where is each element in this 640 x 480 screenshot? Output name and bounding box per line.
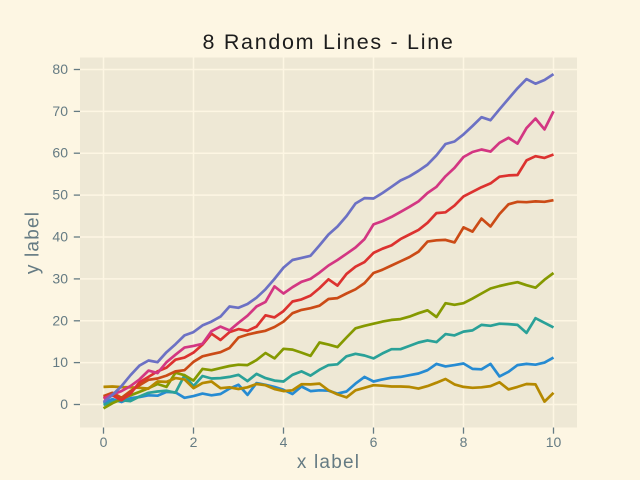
svg-text:40: 40: [52, 229, 68, 245]
svg-text:50: 50: [52, 187, 68, 203]
svg-text:20: 20: [52, 312, 68, 328]
svg-text:0: 0: [60, 396, 68, 412]
svg-text:10: 10: [52, 354, 68, 370]
svg-text:8 Random Lines - Line: 8 Random Lines - Line: [202, 30, 454, 54]
svg-text:30: 30: [52, 270, 68, 286]
svg-text:8: 8: [460, 434, 468, 450]
svg-text:60: 60: [52, 145, 68, 161]
svg-text:y label: y label: [23, 211, 44, 274]
svg-text:0: 0: [100, 434, 108, 450]
svg-text:4: 4: [280, 434, 288, 450]
svg-text:2: 2: [190, 434, 198, 450]
svg-text:6: 6: [370, 434, 378, 450]
svg-text:10: 10: [546, 434, 562, 450]
svg-text:70: 70: [52, 103, 68, 119]
svg-text:x label: x label: [297, 452, 360, 473]
svg-text:80: 80: [52, 61, 68, 77]
